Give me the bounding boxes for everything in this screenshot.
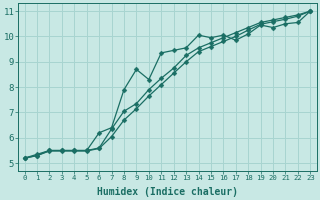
X-axis label: Humidex (Indice chaleur): Humidex (Indice chaleur) [97, 186, 238, 197]
